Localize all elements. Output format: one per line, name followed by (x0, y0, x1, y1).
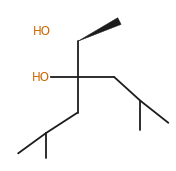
Polygon shape (77, 18, 121, 41)
Text: HO: HO (33, 25, 51, 38)
Text: HO: HO (32, 70, 50, 83)
